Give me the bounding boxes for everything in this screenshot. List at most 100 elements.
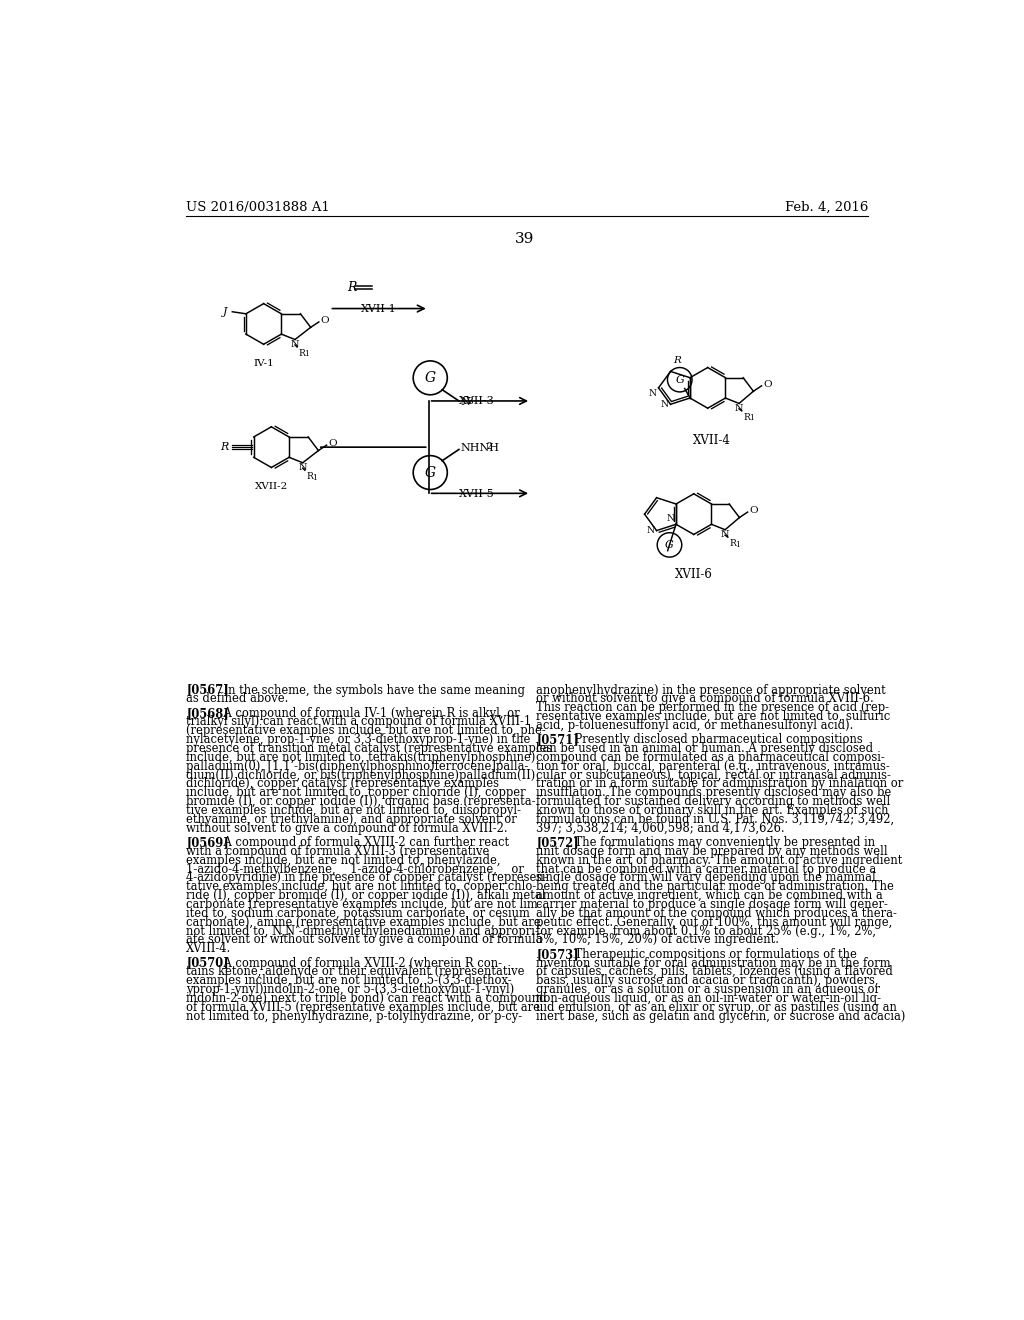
Text: tive examples include, but are not limited to, diisopropyl-: tive examples include, but are not limit… — [186, 804, 521, 817]
Text: G: G — [425, 371, 436, 385]
Text: not limited to, phenylhydrazine, p-tolylhydrazine, or p-cy-: not limited to, phenylhydrazine, p-tolyl… — [186, 1010, 522, 1023]
Text: carbonate (representative examples include, but are not lim-: carbonate (representative examples inclu… — [186, 898, 542, 911]
Text: peutic effect. Generally, out of 100%, this amount will range,: peutic effect. Generally, out of 100%, t… — [537, 916, 893, 929]
Text: N: N — [721, 531, 729, 540]
Text: 1: 1 — [304, 350, 308, 358]
Text: ethyamine, or triethylamine), and appropriate solvent or: ethyamine, or triethylamine), and approp… — [186, 813, 517, 826]
Text: A compound of formula XVIII-2 can further react: A compound of formula XVIII-2 can furthe… — [209, 836, 509, 849]
Text: XVIII-4.: XVIII-4. — [186, 942, 231, 956]
Text: O: O — [328, 440, 337, 449]
Text: 39: 39 — [515, 231, 535, 246]
Text: for example, from about 0.1% to about 25% (e.g., 1%, 2%,: for example, from about 0.1% to about 25… — [537, 924, 877, 937]
Text: palladium(0), [1,1’-bis(diphenylphosphino)ferrocene]palla-: palladium(0), [1,1’-bis(diphenylphosphin… — [186, 760, 528, 772]
Text: tration or in a form suitable for administration by inhalation or: tration or in a form suitable for admini… — [537, 777, 903, 791]
Text: basis, usually sucrose and acacia or tragacanth), powders,: basis, usually sucrose and acacia or tra… — [537, 974, 879, 987]
Text: This reaction can be performed in the presence of acid (rep-: This reaction can be performed in the pr… — [537, 701, 890, 714]
Text: granules, or as a solution or a suspension in an aqueous or: granules, or as a solution or a suspensi… — [537, 983, 881, 997]
Text: with a compound of formula XVIII-3 (representative: with a compound of formula XVIII-3 (repr… — [186, 845, 489, 858]
Text: acid, p-toluenesulfonyl acid, or methanesulfonyl acid).: acid, p-toluenesulfonyl acid, or methane… — [537, 719, 854, 733]
Text: [0568]: [0568] — [186, 706, 229, 719]
Text: include, but are not limited to, tetrakis(triphenylphosphine): include, but are not limited to, tetraki… — [186, 751, 536, 764]
Text: N: N — [660, 400, 669, 409]
Text: [0573]: [0573] — [537, 948, 579, 961]
Text: R: R — [729, 539, 736, 548]
Text: that can be combined with a carrier material to produce a: that can be combined with a carrier mate… — [537, 862, 877, 875]
Text: R: R — [298, 348, 305, 358]
Text: uid emulsion, or as an elixir or syrup, or as pastilles (using an: uid emulsion, or as an elixir or syrup, … — [537, 1001, 897, 1014]
Text: indolin-2-one) next to triple bond) can react with a compound: indolin-2-one) next to triple bond) can … — [186, 991, 547, 1005]
Text: N: N — [735, 404, 743, 413]
Text: R: R — [743, 413, 750, 422]
Text: 1-azido-4-methylbenzene,    1-azido-4-chlorobenzene,    or: 1-azido-4-methylbenzene, 1-azido-4-chlor… — [186, 862, 524, 875]
Text: 1: 1 — [311, 474, 316, 482]
Text: R: R — [220, 442, 228, 453]
Text: [0569]: [0569] — [186, 836, 229, 849]
Text: non-aqueous liquid, or as an oil-in-water or water-in-oil liq-: non-aqueous liquid, or as an oil-in-wate… — [537, 991, 882, 1005]
Text: XVII-3: XVII-3 — [459, 396, 495, 407]
Text: ate solvent or without solvent to give a compound of formula: ate solvent or without solvent to give a… — [186, 933, 543, 946]
Text: Therapeutic compositions or formulations of the: Therapeutic compositions or formulations… — [559, 948, 856, 961]
Text: A compound of formula XVIII-2 (wherein R con-: A compound of formula XVIII-2 (wherein R… — [209, 957, 503, 969]
Text: XVII-5: XVII-5 — [459, 488, 495, 499]
Text: not limited to, N,N’-dimethylethylenediamine) and appropri-: not limited to, N,N’-dimethylethylenedia… — [186, 924, 539, 937]
Text: A compound of formula IV-1 (wherein R is alkyl, or: A compound of formula IV-1 (wherein R is… — [209, 706, 520, 719]
Text: N: N — [291, 341, 299, 350]
Text: dium(II) dichloride, or bis(triphenylphosphine)palladium(II): dium(II) dichloride, or bis(triphenylpho… — [186, 768, 536, 781]
Text: G: G — [666, 540, 674, 550]
Text: N: N — [649, 389, 657, 399]
Text: being treated and the particular mode of administration. The: being treated and the particular mode of… — [537, 880, 894, 894]
Text: ally be that amount of the compound which produces a thera-: ally be that amount of the compound whic… — [537, 907, 897, 920]
Text: 2: 2 — [486, 442, 493, 451]
Text: 1: 1 — [749, 414, 754, 422]
Text: XVII-1: XVII-1 — [361, 304, 397, 314]
Text: known in the art of pharmacy. The amount of active ingredient: known in the art of pharmacy. The amount… — [537, 854, 903, 867]
Text: can be used in an animal or human. A presently disclosed: can be used in an animal or human. A pre… — [537, 742, 873, 755]
Text: or without solvent to give a compound of formula XVIII-6.: or without solvent to give a compound of… — [537, 693, 874, 705]
Text: O: O — [763, 380, 771, 389]
Text: [0567]: [0567] — [186, 684, 229, 697]
Text: formulations can be found in U.S. Pat. Nos. 3,119,742; 3,492,: formulations can be found in U.S. Pat. N… — [537, 813, 895, 826]
Text: G: G — [676, 375, 684, 384]
Text: invention suitable for oral administration may be in the form: invention suitable for oral administrati… — [537, 957, 891, 969]
Text: In the scheme, the symbols have the same meaning: In the scheme, the symbols have the same… — [209, 684, 525, 697]
Text: N: N — [646, 527, 654, 535]
Text: single dosage form will vary depending upon the mammal: single dosage form will vary depending u… — [537, 871, 877, 884]
Text: carbonate), amine (representative examples include, but are: carbonate), amine (representative exampl… — [186, 916, 541, 929]
Text: nylacetylene, prop-1-yne, or 3,3-diethoxyprop-1-yne) in the: nylacetylene, prop-1-yne, or 3,3-diethox… — [186, 733, 530, 746]
Text: insufflation. The compounds presently disclosed may also be: insufflation. The compounds presently di… — [537, 787, 892, 800]
Text: dichloride), copper catalyst (representative examples: dichloride), copper catalyst (representa… — [186, 777, 499, 791]
Text: amount of active ingredient, which can be combined with a: amount of active ingredient, which can b… — [537, 890, 883, 902]
Text: inert base, such as gelatin and glycerin, or sucrose and acacia): inert base, such as gelatin and glycerin… — [537, 1010, 906, 1023]
Text: [0570]: [0570] — [186, 957, 228, 969]
Text: include, but are not limited to, copper chloride (I), copper: include, but are not limited to, copper … — [186, 787, 525, 800]
Text: tative examples include, but are not limited to, copper chlo-: tative examples include, but are not lim… — [186, 880, 537, 894]
Text: as defined above.: as defined above. — [186, 693, 289, 705]
Text: of capsules, cachets, pills, tablets, lozenges (using a flavored: of capsules, cachets, pills, tablets, lo… — [537, 965, 893, 978]
Text: N: N — [298, 463, 307, 473]
Text: R: R — [306, 473, 313, 482]
Text: examples include, but are not limited to, 5-(3,3-diethox-: examples include, but are not limited to… — [186, 974, 512, 987]
Text: IV-1: IV-1 — [253, 359, 274, 368]
Text: cular or subcutaneous), topical, rectal or intranasal adminis-: cular or subcutaneous), topical, rectal … — [537, 768, 891, 781]
Text: ited to, sodium carbonate, potassium carbonate, or cesium: ited to, sodium carbonate, potassium car… — [186, 907, 530, 920]
Text: resentative examples include, but are not limited to, sulfuric: resentative examples include, but are no… — [537, 710, 891, 723]
Text: [0571]: [0571] — [537, 733, 580, 746]
Text: N: N — [667, 513, 675, 523]
Text: 397; 3,538,214; 4,060,598; and 4,173,626.: 397; 3,538,214; 4,060,598; and 4,173,626… — [537, 822, 785, 834]
Text: The formulations may conveniently be presented in: The formulations may conveniently be pre… — [559, 836, 874, 849]
Text: XVII-4: XVII-4 — [692, 434, 730, 447]
Text: without solvent to give a compound of formula XVIII-2.: without solvent to give a compound of fo… — [186, 822, 508, 834]
Text: J: J — [222, 306, 226, 317]
Text: carrier material to produce a single dosage form will gener-: carrier material to produce a single dos… — [537, 898, 888, 911]
Text: known to those of ordinary skill in the art. Examples of such: known to those of ordinary skill in the … — [537, 804, 889, 817]
Text: ride (I), copper bromide (I), or copper iodide (I)), alkali metal: ride (I), copper bromide (I), or copper … — [186, 890, 546, 902]
Text: 5%, 10%, 15%, 20%) of active ingredient.: 5%, 10%, 15%, 20%) of active ingredient. — [537, 933, 779, 946]
Text: 3: 3 — [467, 396, 473, 405]
Text: trialkyl silyl) can react with a compound of formula XVIII-1: trialkyl silyl) can react with a compoun… — [186, 715, 531, 729]
Text: US 2016/0031888 A1: US 2016/0031888 A1 — [186, 201, 330, 214]
Text: Presently disclosed pharmaceutical compositions: Presently disclosed pharmaceutical compo… — [559, 733, 862, 746]
Text: tains ketone, aldehyde or their equivalent (representative: tains ketone, aldehyde or their equivale… — [186, 965, 524, 978]
Text: tion for oral, buccal, parenteral (e.g., intravenous, intramus-: tion for oral, buccal, parenteral (e.g.,… — [537, 760, 890, 772]
Text: XVII-6: XVII-6 — [675, 569, 713, 581]
Text: 4-azidopyridine) in the presence of copper catalyst (represen-: 4-azidopyridine) in the presence of copp… — [186, 871, 548, 884]
